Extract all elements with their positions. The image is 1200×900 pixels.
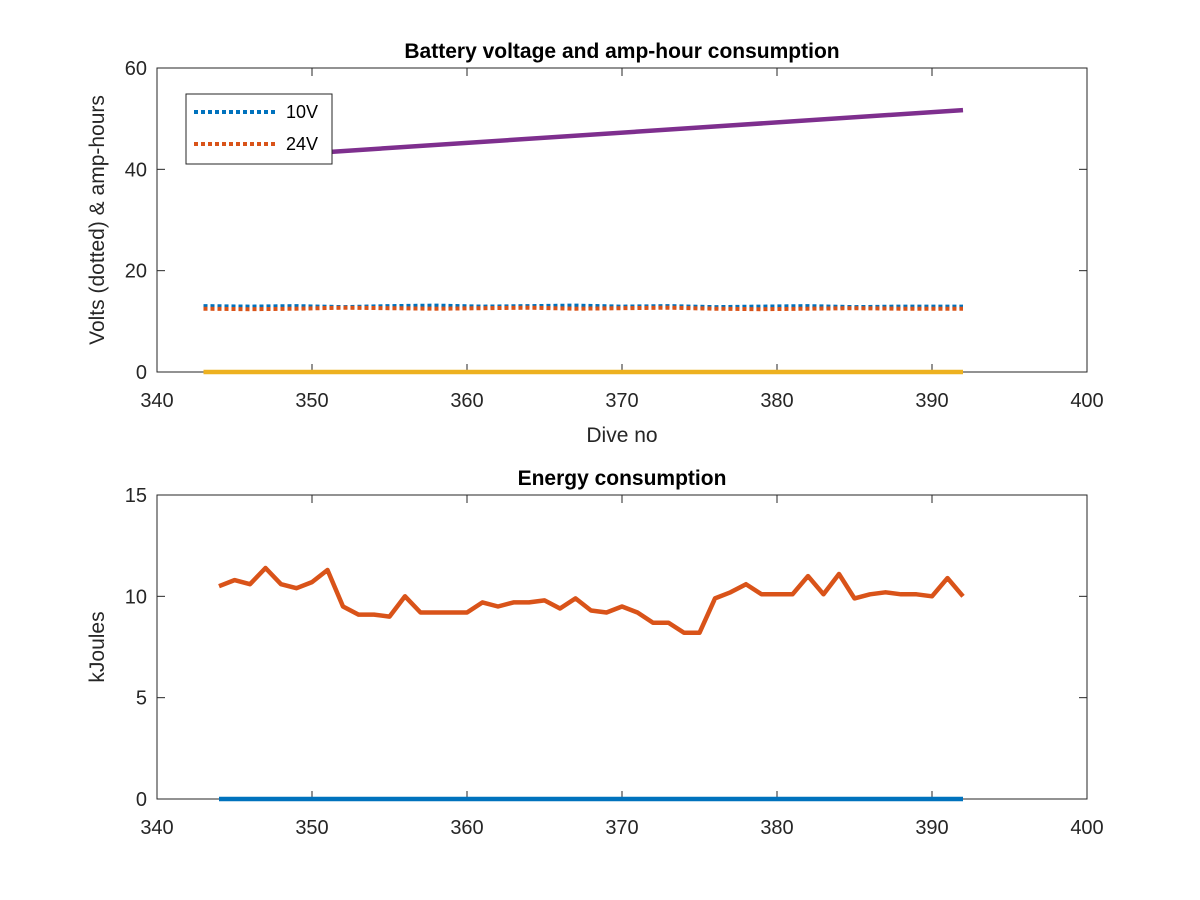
battery-series-line-3: [311, 107, 964, 156]
y-tick-label: 0: [136, 789, 147, 811]
energy-series-line-1: [218, 565, 965, 636]
battery-series-line-1: [203, 305, 963, 312]
x-tick-label: 400: [1070, 817, 1103, 839]
y-tick-label: 0: [136, 362, 147, 384]
y-tick-label: 40: [125, 159, 147, 181]
battery-chart-title: Battery voltage and amp-hour consumption: [404, 40, 839, 63]
x-tick-label: 390: [915, 817, 948, 839]
y-tick-label: 20: [125, 261, 147, 283]
x-tick-label: 360: [450, 390, 483, 412]
x-tick-label: 380: [760, 390, 793, 412]
y-axis-label: Volts (dotted) & amp-hours: [86, 95, 109, 345]
x-tick-label: 390: [915, 390, 948, 412]
x-tick-label: 370: [605, 817, 638, 839]
legend-label: 10V: [286, 102, 318, 122]
battery-series-line-0: [203, 303, 963, 310]
y-tick-label: 10: [125, 586, 147, 608]
y-tick-label: 15: [125, 485, 147, 507]
x-tick-label: 350: [295, 817, 328, 839]
x-axis-label: Dive no: [586, 424, 657, 447]
battery-voltage-subplot: 340 350 360 370 380 390 400 0 20 40 60 Battery volt…: [86, 40, 1104, 447]
legend-label: 24V: [286, 134, 318, 154]
legend: 10V 24V: [185, 93, 333, 165]
legend-box: [185, 93, 333, 165]
x-tick-label: 340: [140, 817, 173, 839]
x-tick-label: 340: [140, 390, 173, 412]
y-tick-label: 60: [125, 58, 147, 80]
x-tick-label: 350: [295, 390, 328, 412]
energy-axes-box: [156, 494, 1088, 800]
energy-consumption-subplot: 340 350 360 370 380 390 400 0 5 10 15 Energy consum…: [86, 467, 1104, 839]
x-tick-label: 370: [605, 390, 638, 412]
x-tick-label: 400: [1070, 390, 1103, 412]
y-tick-label: 5: [136, 688, 147, 710]
x-tick-label: 360: [450, 817, 483, 839]
energy-chart-title: Energy consumption: [518, 467, 727, 490]
x-tick-label: 380: [760, 817, 793, 839]
y-axis-label: kJoules: [86, 611, 109, 682]
